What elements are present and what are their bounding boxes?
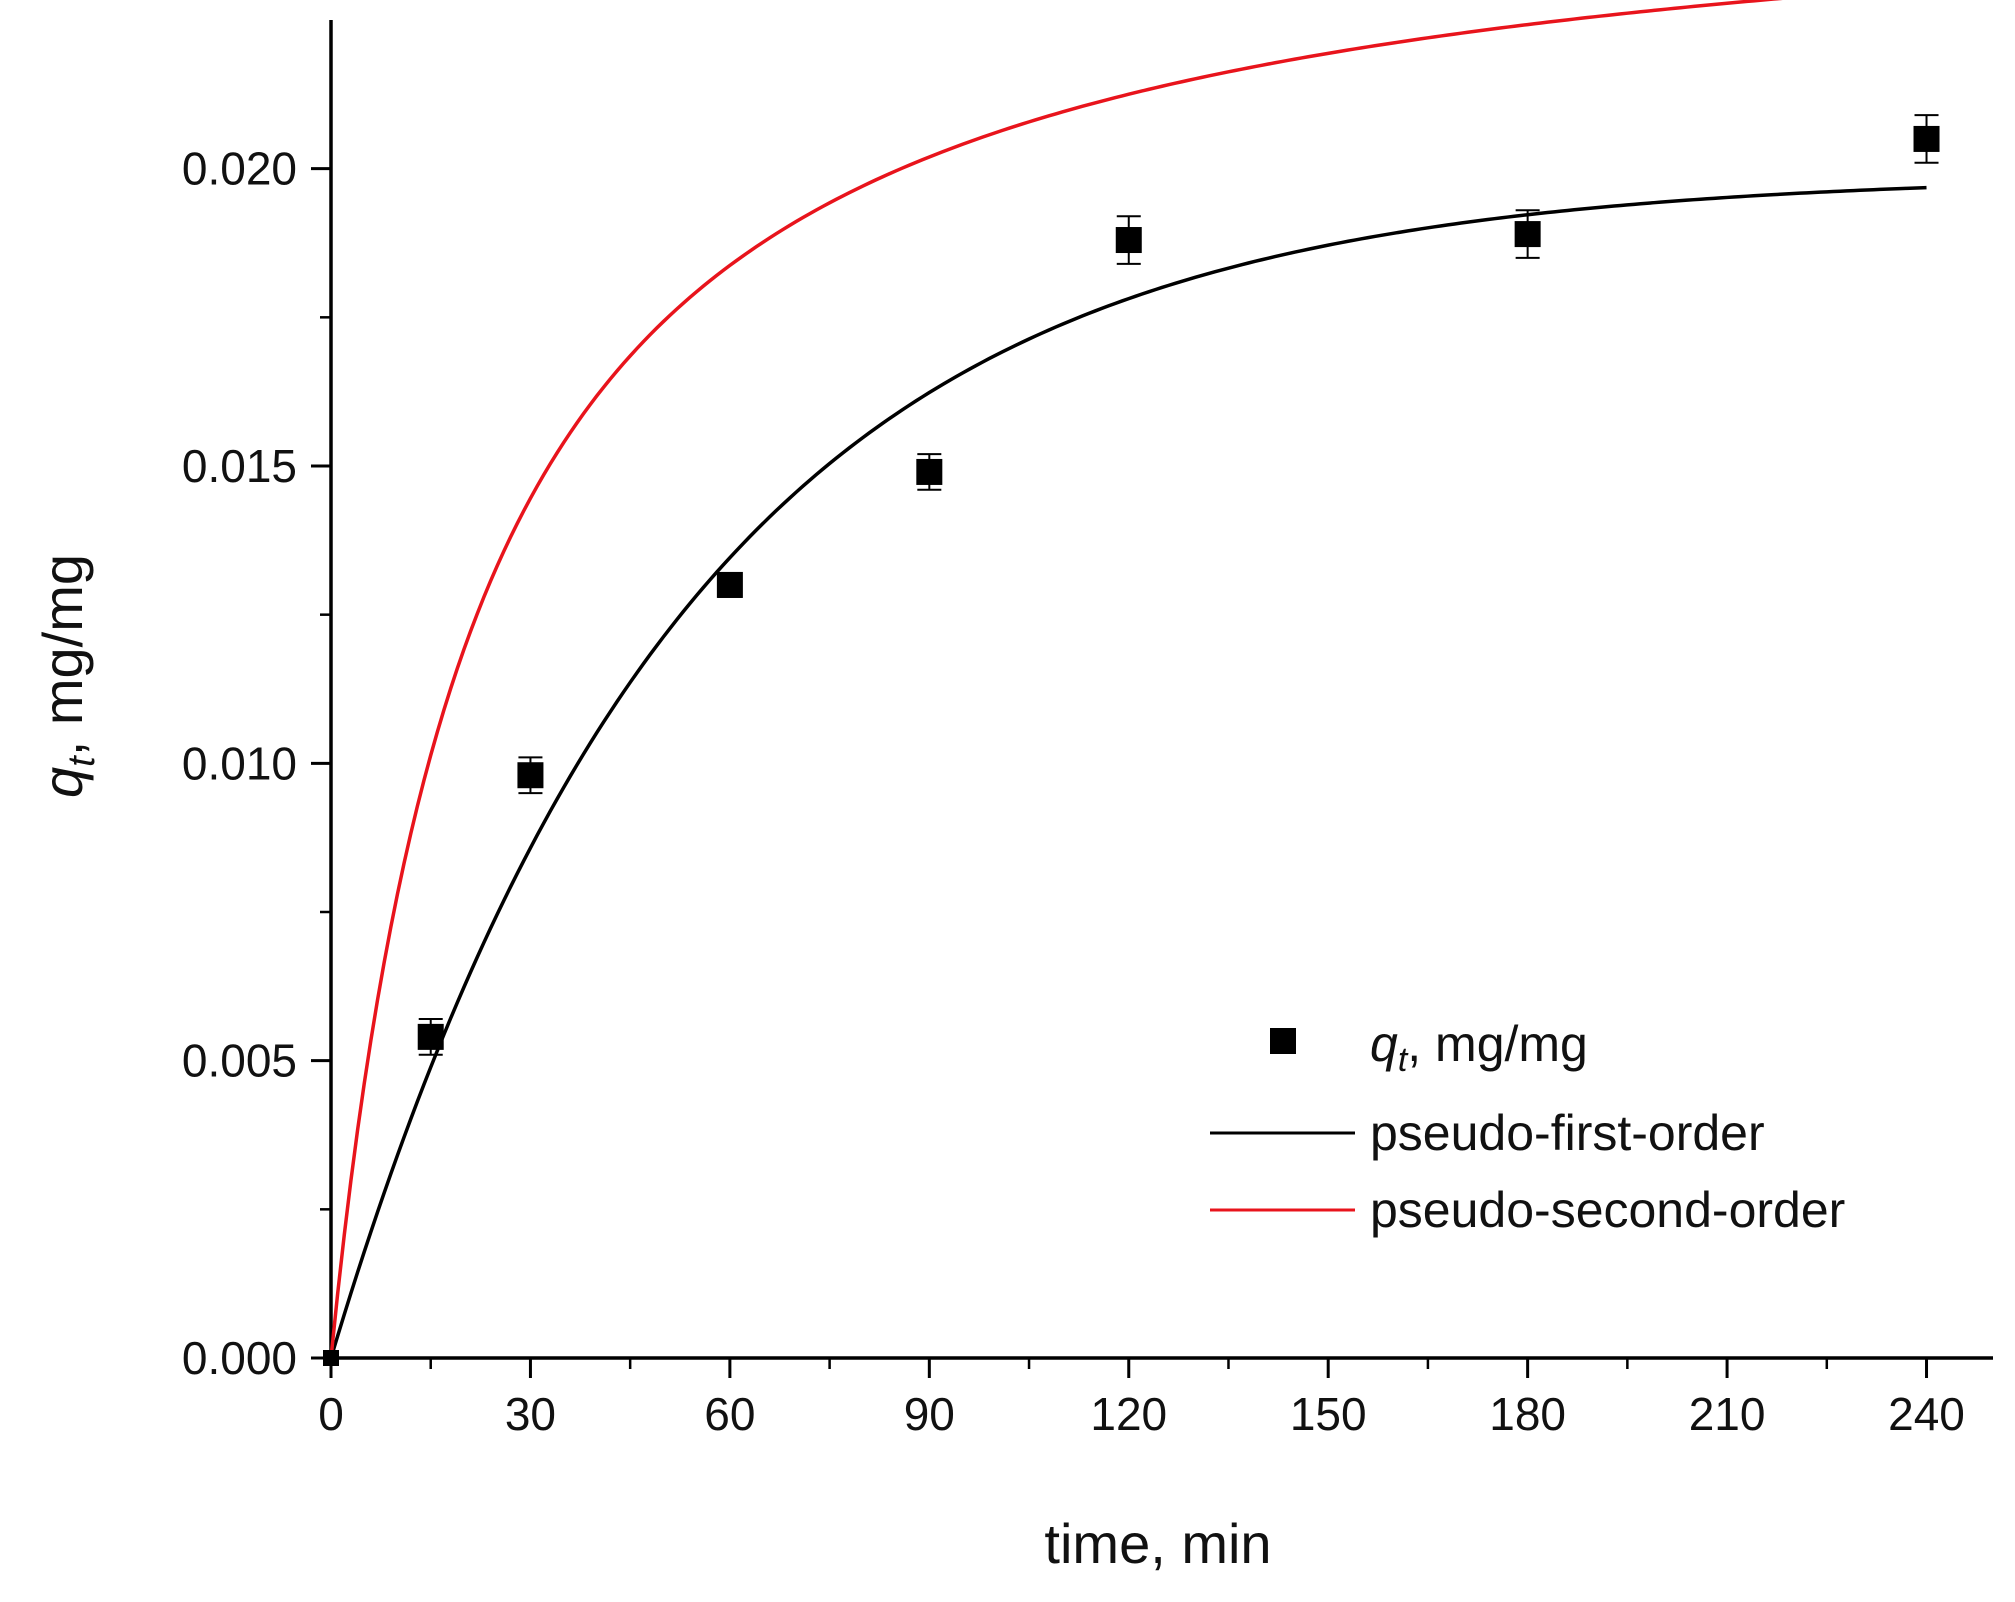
x-tick-label: 30: [505, 1388, 556, 1440]
data-point: [1913, 125, 1940, 152]
fit-curves: [329, 0, 1927, 1359]
legend-label-scatter-unit: , mg/mg: [1407, 1016, 1588, 1072]
legend-label-scatter: qt, mg/mg: [1370, 1016, 1588, 1079]
x-tick-label: 150: [1290, 1388, 1367, 1440]
x-axis-title: time, min: [1044, 1512, 1271, 1575]
x-tick-label: 0: [318, 1388, 344, 1440]
legend-label-first-order: pseudo-first-order: [1370, 1105, 1765, 1161]
first-order-curve: [329, 185, 1927, 1359]
legend-label-scatter-symbol: q: [1370, 1016, 1398, 1072]
x-tick-label: 210: [1689, 1388, 1766, 1440]
y-axis-title-unit: , mg/mg: [31, 554, 94, 756]
x-tick-label: 60: [704, 1388, 755, 1440]
y-tick-label: 0.000: [182, 1332, 297, 1384]
data-point: [1514, 221, 1541, 248]
legend-label-second-order: pseudo-second-order: [1370, 1182, 1845, 1238]
data-point: [417, 1023, 444, 1050]
second-order-curve: [329, 0, 1783, 1359]
x-tick-label: 120: [1090, 1388, 1167, 1440]
data-points: [323, 114, 1940, 1366]
legend: qt, mg/mg pseudo-first-order pseudo-seco…: [1210, 1016, 1845, 1238]
y-tick-label: 0.005: [182, 1035, 297, 1087]
data-point: [323, 1350, 339, 1366]
x-tick-label: 240: [1888, 1388, 1965, 1440]
data-point: [517, 762, 544, 789]
x-tick-label: 90: [904, 1388, 955, 1440]
y-tick-label: 0.015: [182, 440, 297, 492]
y-axis-title-subscript: t: [61, 755, 103, 767]
y-tick-label: 0.020: [182, 143, 297, 195]
legend-label-scatter-subscript: t: [1398, 1041, 1409, 1079]
y-axis-title: qt, mg/mg: [31, 554, 103, 798]
x-tick-label: 180: [1489, 1388, 1566, 1440]
y-tick-label: 0.010: [182, 737, 297, 789]
axes: 0 30 60 90 120 150 180 210 240 0.000 0.005 0.010 0.0…: [182, 20, 1993, 1440]
y-axis-title-symbol: q: [31, 767, 94, 798]
legend-marker-scatter: [1270, 1028, 1296, 1054]
data-point: [1115, 227, 1142, 254]
data-point: [716, 571, 743, 598]
data-point: [916, 458, 943, 485]
